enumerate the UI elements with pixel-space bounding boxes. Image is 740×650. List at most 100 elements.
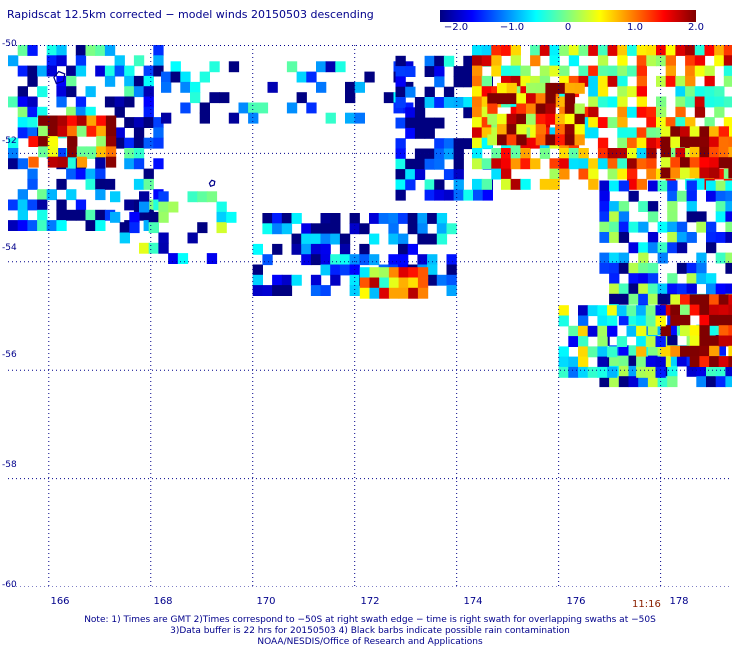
wind-cell: [228, 112, 240, 124]
wind-cell: [85, 209, 96, 221]
wind-cell: [675, 96, 686, 108]
wind-cell: [588, 178, 599, 190]
wind-cell: [689, 304, 700, 316]
wind-cell: [667, 273, 678, 285]
wind-cell: [354, 81, 365, 93]
wind-cell: [75, 55, 87, 67]
wind-cell: [599, 180, 610, 192]
wind-cell: [199, 112, 210, 124]
wind-cell: [27, 117, 38, 128]
wind-cell: [17, 86, 28, 98]
wind-cell: [501, 75, 512, 87]
wind-cell: [675, 106, 686, 118]
wind-cell: [306, 71, 317, 83]
wind-cell: [616, 336, 628, 347]
wind-cell: [316, 81, 327, 93]
wind-cell: [395, 148, 406, 160]
wind-cell: [607, 117, 618, 128]
wind-cell: [680, 157, 691, 169]
wind-cell: [704, 86, 715, 98]
wind-cell: [689, 294, 700, 306]
wind-cell: [715, 252, 726, 264]
wind-cell: [709, 157, 720, 169]
wind-cell: [530, 127, 541, 139]
wind-cell: [655, 366, 666, 378]
wind-cell: [670, 136, 681, 148]
wind-cell: [427, 233, 438, 245]
wind-cell: [345, 112, 356, 124]
wind-cell: [301, 243, 312, 255]
wind-cell: [568, 366, 579, 378]
wind-cell: [709, 294, 720, 306]
wind-cell: [395, 117, 406, 129]
wind-cell: [96, 146, 107, 158]
wind-cell: [414, 158, 426, 170]
wind-cell: [597, 315, 608, 327]
wind-cell: [291, 233, 302, 245]
wind-cell: [497, 124, 508, 135]
wind-cell: [647, 232, 659, 243]
wind-cell: [310, 223, 322, 235]
wind-cell: [667, 242, 678, 254]
wind-cell: [143, 96, 154, 108]
wind-cell: [453, 169, 464, 180]
wind-cell: [453, 138, 464, 150]
lon-label: 166: [50, 596, 70, 607]
wind-cell: [728, 345, 732, 357]
wind-cell: [424, 148, 435, 160]
wind-cell: [617, 106, 628, 118]
wind-cell: [636, 65, 647, 77]
wind-cell: [379, 277, 390, 289]
wind-cell: [555, 113, 566, 125]
wind-cell: [37, 189, 48, 201]
wind-cell: [609, 273, 620, 285]
wind-cell: [369, 267, 380, 279]
wind-cell: [335, 61, 346, 73]
wind-cell: [320, 223, 331, 235]
wind-cell: [686, 365, 697, 377]
wind-cell: [618, 376, 630, 388]
wind-cell: [339, 264, 351, 276]
wind-cell: [578, 366, 589, 378]
wind-cell: [47, 125, 59, 137]
wind-cell: [636, 356, 647, 368]
wind-cell: [491, 55, 502, 67]
wind-cell: [395, 179, 406, 191]
wind-cell: [657, 283, 668, 295]
wind-cell: [718, 294, 729, 306]
wind-cell: [378, 213, 389, 224]
wind-cell: [680, 304, 691, 316]
wind-cell: [706, 324, 717, 336]
lon-label: 178: [669, 596, 689, 607]
wind-cell: [272, 243, 283, 255]
wind-cell: [104, 75, 116, 87]
wind-cell: [133, 86, 145, 98]
wind-difference-map: [8, 45, 732, 587]
wind-cell: [424, 97, 435, 108]
wind-cell: [588, 86, 599, 98]
wind-cell: [95, 189, 106, 201]
wind-cell: [388, 287, 400, 299]
wind-cell: [17, 209, 28, 221]
wind-cell: [301, 223, 312, 235]
wind-cell: [549, 168, 560, 180]
wind-cell: [424, 158, 435, 170]
wind-cell: [588, 168, 599, 180]
wind-cell: [728, 325, 732, 337]
wind-cell: [510, 55, 521, 67]
wind-cell: [530, 75, 541, 87]
wind-cell: [618, 293, 630, 305]
wind-cell: [405, 107, 416, 119]
wind-cell: [417, 223, 428, 235]
wind-cell: [694, 45, 706, 56]
wind-cell: [714, 86, 725, 98]
wind-cell: [728, 335, 732, 347]
wind-cell: [57, 115, 68, 127]
wind-cell: [675, 86, 686, 98]
wind-cell: [124, 137, 135, 149]
wind-cell: [718, 304, 729, 316]
wind-cell: [723, 117, 732, 128]
wind-cell: [8, 96, 19, 108]
wind-cell: [506, 134, 517, 146]
wind-cell: [66, 158, 77, 170]
